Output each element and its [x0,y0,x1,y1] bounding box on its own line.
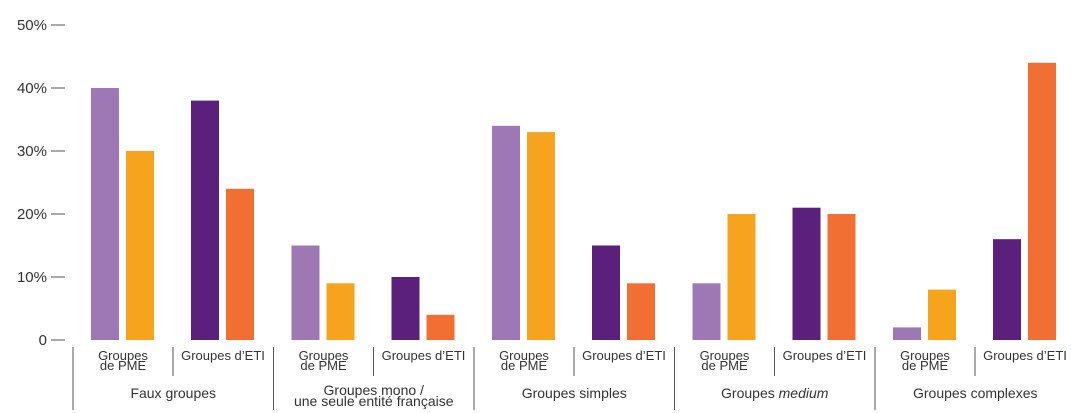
y-tick-label: 50% [17,17,47,34]
group-label: Faux groupes [130,385,216,401]
subgroup-label: Groupes d’ETI [983,348,1067,363]
bar [592,245,620,340]
y-axis: 0 10% 20% 30% 40% 50% [17,17,65,349]
group-label-text: Groupes [721,385,779,401]
group-label: Groupes medium [721,385,829,401]
bar [426,314,455,340]
bar [893,327,921,340]
bar [492,125,520,340]
bar [928,289,956,340]
bar [827,214,856,340]
group-label: Groupes complexes [913,385,1038,401]
y-tick-label: 10% [17,269,47,286]
bar [126,151,154,340]
subgroup-label: Groupes [299,348,349,363]
subgroup-label: Groupes [700,348,750,363]
bar [692,283,721,340]
bars [91,62,1056,341]
subgroup-label: de PME [701,358,748,373]
group-label-emphasis: medium [779,385,829,401]
subgroup-label: Groupes d’ETI [582,348,666,363]
bar [391,277,420,340]
bar [792,207,821,340]
group-label: Groupes simples [522,385,627,401]
subgroup-label: Groupes d’ETI [382,348,466,363]
subgroup-label: Groupes d’ETI [783,348,867,363]
bar [291,245,320,340]
y-tick-label: 20% [17,206,47,223]
bar [1028,62,1056,341]
bar [326,283,355,340]
group-label: une seule entité française [294,393,454,409]
group-label: Groupes mono / [324,382,424,398]
subgroup-label: Groupes [98,348,148,363]
bar [527,132,555,340]
subgroup-label: de PME [501,358,548,373]
bar [226,188,254,340]
bar [627,283,655,340]
bar [191,100,219,340]
subgroup-label: Groupes [499,348,549,363]
bar [91,88,119,340]
subgroup-label: Groupes [900,348,950,363]
subgroup-label: de PME [902,358,949,373]
subgroup-label: de PME [300,358,347,373]
y-tick-label: 30% [17,143,47,160]
bar [993,239,1021,340]
bar [727,214,756,340]
subgroup-label: de PME [100,358,147,373]
y-tick-label: 40% [17,80,47,97]
y-tick-label: 0 [39,332,47,349]
subgroup-label: Groupes d’ETI [181,348,265,363]
